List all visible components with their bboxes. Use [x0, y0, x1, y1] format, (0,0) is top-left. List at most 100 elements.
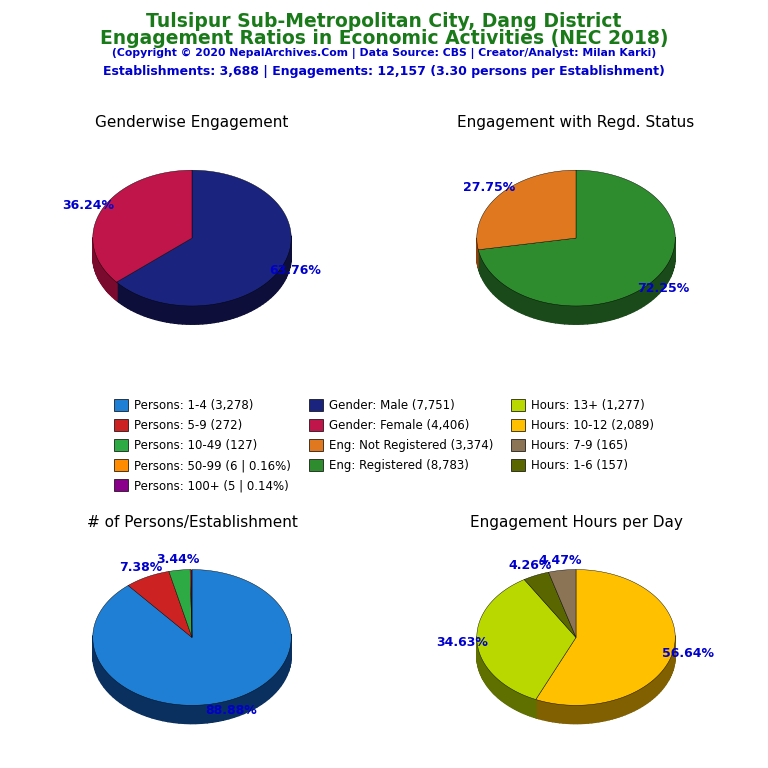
Legend: Persons: 1-4 (3,278), Persons: 5-9 (272), Persons: 10-49 (127), Persons: 50-99 (: Persons: 1-4 (3,278), Persons: 5-9 (272)… — [109, 394, 659, 497]
Polygon shape — [96, 654, 98, 677]
Polygon shape — [479, 253, 480, 274]
Polygon shape — [591, 704, 595, 723]
Polygon shape — [229, 699, 233, 719]
Polygon shape — [498, 280, 502, 301]
Polygon shape — [532, 698, 534, 717]
Polygon shape — [662, 669, 664, 689]
Polygon shape — [128, 690, 133, 710]
Polygon shape — [155, 301, 159, 320]
Polygon shape — [100, 263, 101, 283]
Polygon shape — [583, 306, 588, 324]
Text: 4.26%: 4.26% — [508, 559, 551, 572]
Polygon shape — [284, 260, 286, 281]
Polygon shape — [497, 678, 498, 698]
Polygon shape — [184, 705, 190, 723]
Polygon shape — [203, 305, 207, 324]
Polygon shape — [147, 698, 152, 718]
Polygon shape — [110, 676, 113, 697]
Polygon shape — [518, 693, 521, 712]
Polygon shape — [128, 571, 192, 637]
Polygon shape — [664, 667, 666, 687]
Polygon shape — [622, 697, 625, 716]
Polygon shape — [511, 290, 515, 310]
Polygon shape — [563, 705, 567, 723]
Polygon shape — [207, 305, 210, 323]
Polygon shape — [121, 684, 124, 705]
Polygon shape — [477, 580, 576, 700]
Polygon shape — [104, 669, 107, 690]
Polygon shape — [187, 306, 190, 324]
Polygon shape — [201, 704, 207, 723]
Polygon shape — [239, 696, 243, 716]
Polygon shape — [125, 288, 128, 308]
Polygon shape — [560, 305, 564, 324]
Polygon shape — [257, 686, 261, 707]
Polygon shape — [94, 651, 96, 673]
Polygon shape — [170, 304, 174, 323]
Polygon shape — [233, 299, 237, 318]
Polygon shape — [578, 705, 581, 723]
Polygon shape — [641, 287, 644, 308]
Polygon shape — [488, 270, 491, 291]
Polygon shape — [556, 704, 560, 723]
Polygon shape — [276, 671, 278, 693]
Polygon shape — [268, 280, 270, 300]
Polygon shape — [659, 273, 661, 294]
Polygon shape — [248, 691, 253, 712]
Polygon shape — [605, 701, 609, 720]
Text: 4.47%: 4.47% — [538, 554, 582, 567]
Polygon shape — [103, 268, 104, 287]
Polygon shape — [610, 301, 614, 320]
Polygon shape — [490, 671, 491, 690]
Polygon shape — [285, 657, 287, 679]
Polygon shape — [631, 693, 634, 712]
Polygon shape — [526, 296, 530, 316]
Polygon shape — [645, 684, 647, 704]
Polygon shape — [511, 689, 514, 708]
Polygon shape — [564, 306, 569, 324]
Polygon shape — [656, 276, 659, 296]
Polygon shape — [257, 287, 260, 308]
Text: 7.38%: 7.38% — [119, 561, 162, 574]
Text: # of Persons/Establishment: # of Persons/Establishment — [87, 515, 297, 530]
Polygon shape — [108, 275, 110, 294]
Polygon shape — [478, 250, 479, 271]
Polygon shape — [213, 703, 218, 722]
Polygon shape — [598, 703, 602, 722]
Polygon shape — [505, 285, 508, 306]
Polygon shape — [539, 700, 542, 720]
Polygon shape — [657, 675, 659, 695]
Text: 88.88%: 88.88% — [205, 704, 257, 717]
Polygon shape — [569, 306, 574, 324]
Polygon shape — [660, 670, 662, 691]
Polygon shape — [672, 253, 673, 274]
Polygon shape — [567, 705, 571, 723]
Polygon shape — [240, 296, 244, 316]
Polygon shape — [114, 280, 115, 300]
Polygon shape — [137, 295, 141, 315]
Text: Establishments: 3,688 | Engagements: 12,157 (3.30 persons per Establishment): Establishments: 3,688 | Engagements: 12,… — [103, 65, 665, 78]
Polygon shape — [278, 667, 281, 689]
Polygon shape — [142, 696, 147, 717]
Polygon shape — [179, 705, 184, 723]
Polygon shape — [642, 687, 645, 706]
Polygon shape — [549, 703, 553, 722]
Text: 3.44%: 3.44% — [156, 554, 199, 567]
Polygon shape — [119, 284, 122, 304]
Polygon shape — [106, 272, 108, 292]
Polygon shape — [647, 283, 650, 303]
Polygon shape — [478, 170, 675, 306]
Polygon shape — [543, 302, 547, 321]
Polygon shape — [287, 255, 288, 276]
Polygon shape — [113, 679, 117, 700]
Polygon shape — [272, 674, 276, 696]
Polygon shape — [247, 293, 250, 313]
Polygon shape — [673, 250, 674, 271]
Polygon shape — [528, 697, 530, 716]
Polygon shape — [157, 701, 163, 720]
Polygon shape — [117, 170, 291, 306]
Polygon shape — [542, 701, 546, 720]
Polygon shape — [560, 704, 563, 723]
Polygon shape — [592, 305, 597, 323]
Polygon shape — [183, 306, 187, 324]
